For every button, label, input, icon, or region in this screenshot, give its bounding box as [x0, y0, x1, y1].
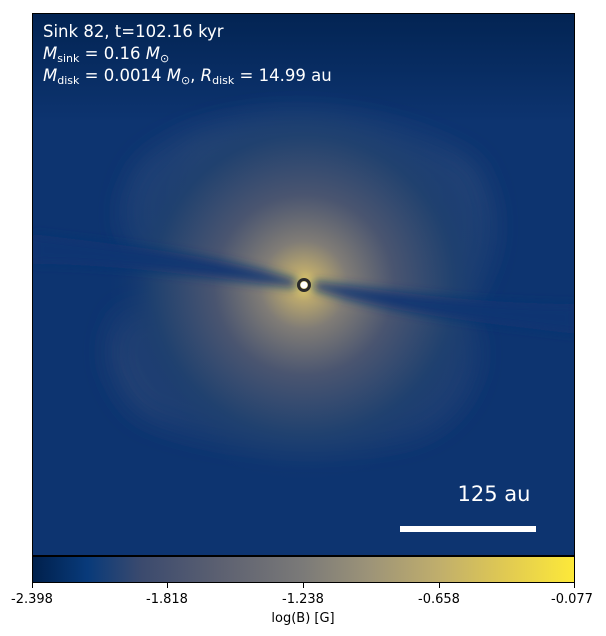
field-map-image — [33, 14, 574, 555]
scale-bar-label: 125 au — [457, 482, 531, 506]
sink-marker-ring — [297, 278, 311, 292]
colorbar-tick-label: -1.238 — [282, 592, 324, 607]
colorbar-tick-label: -0.658 — [418, 592, 460, 607]
colorbar-label: log(B) [G] — [271, 611, 335, 626]
colorbar-tick — [439, 583, 440, 588]
colorbar-tick-label: -1.818 — [146, 592, 188, 607]
sink-title: Sink 82, t=102.16 kyr — [43, 22, 224, 41]
sink-mass-label: Msink = 0.16 M⊙ — [43, 44, 170, 65]
magnetic-field-map: Sink 82, t=102.16 kyr Msink = 0.16 M⊙ Md… — [32, 13, 575, 556]
colorbar-tick — [32, 583, 33, 588]
disk-properties-label: Mdisk = 0.0014 M⊙, Rdisk = 14.99 au — [43, 66, 332, 87]
colorbar-tick — [574, 583, 575, 588]
colorbar-tick-label: -0.077 — [551, 592, 593, 607]
colorbar — [32, 556, 575, 583]
colorbar-tick — [303, 583, 304, 588]
colorbar-tick-label: -2.398 — [11, 592, 53, 607]
colorbar-tick — [167, 583, 168, 588]
scale-bar — [400, 526, 536, 532]
sink-marker — [300, 281, 308, 289]
